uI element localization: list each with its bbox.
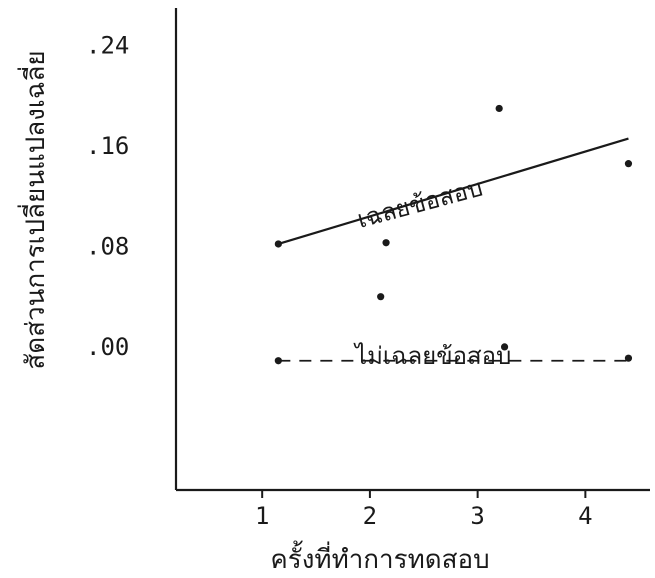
- y-ticks: .00 .08 .16 .24: [86, 32, 129, 361]
- x-tick-label: 4: [578, 502, 592, 530]
- y-tick-label: .00: [86, 333, 129, 361]
- series-label: ไม่เฉลยข้อสอบ: [353, 342, 511, 370]
- data-point: [624, 354, 633, 362]
- x-axis-title: ครั้งที่ทำการทดสอบ: [270, 540, 489, 575]
- series-label: เฉลยข้อสอบ: [354, 174, 485, 234]
- data-point: [624, 160, 633, 168]
- y-axis-title: สัดส่วนการเปลี่ยนแปลงเฉลี่ย: [17, 50, 51, 369]
- trend-line-solid: [278, 137, 629, 246]
- axes: [174, 8, 650, 492]
- y-tick-label: .16: [86, 132, 129, 160]
- data-point: [500, 343, 509, 351]
- data-point: [274, 357, 282, 365]
- y-tick-label: .08: [86, 232, 129, 260]
- data-point: [495, 104, 503, 113]
- x-tick-label: 3: [470, 502, 484, 530]
- x-tick-label: 1: [255, 502, 269, 530]
- trend-lines: [278, 137, 629, 362]
- x-tick-label: 2: [363, 502, 377, 530]
- data-points: [274, 104, 633, 365]
- data-point: [382, 239, 390, 247]
- y-tick-label: .24: [86, 32, 129, 60]
- data-point: [274, 240, 282, 248]
- data-point: [377, 293, 385, 301]
- x-ticks: 1 2 3 4: [255, 489, 593, 530]
